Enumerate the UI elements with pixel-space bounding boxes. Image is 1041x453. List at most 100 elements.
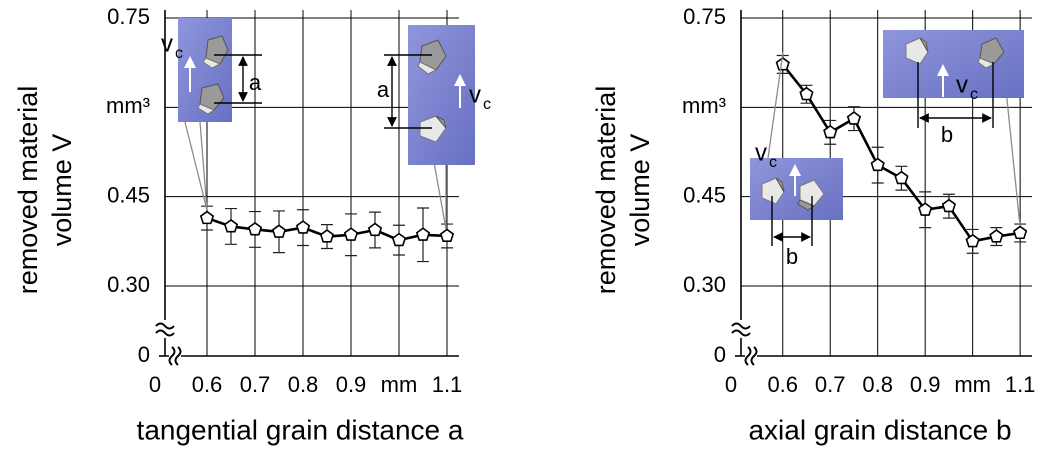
velocity-arrow [454, 74, 466, 108]
data-marker [823, 124, 838, 139]
leader-line [767, 51, 784, 159]
y-tick-label: 0.30 [683, 272, 726, 297]
inset-box [883, 30, 1024, 98]
grain [761, 177, 785, 205]
x-tick-label: 0.7 [815, 372, 846, 397]
y-tick-label: 0 [714, 342, 726, 367]
y-tick-label: mm³ [106, 93, 150, 118]
grain [799, 179, 825, 207]
leader-line [1004, 79, 1021, 227]
inset: v c a [161, 18, 262, 211]
grain [905, 37, 929, 65]
leader-line [184, 121, 208, 211]
y-axis-title: removed material [591, 86, 621, 295]
velocity-arrow [184, 56, 196, 92]
data-marker [271, 224, 287, 238]
velocity-arrow [789, 164, 801, 196]
x-tick-label: 1.1 [1005, 372, 1036, 397]
velocity-label: v [469, 81, 481, 108]
grain [205, 35, 229, 65]
data-marker [846, 111, 862, 125]
grain [435, 115, 447, 129]
velocity-label: v [755, 139, 767, 166]
distance-label: b [786, 244, 798, 269]
x-tick-label: 0.6 [767, 372, 798, 397]
velocity-subscript: c [175, 45, 183, 62]
data-marker [775, 56, 790, 71]
x-tick-label: 0.9 [910, 372, 941, 397]
left-plot: 0 0.6 0.7 0.8 0.9 mm 1.1 0 0.30 0.45 mm³ 0.75 remove… [13, 4, 464, 446]
y-axis-break [155, 322, 175, 337]
inset: v c b [750, 51, 843, 269]
y-tick-label: 0 [138, 342, 150, 367]
velocity-subscript: c [769, 154, 777, 171]
y-axis-title: removed material [13, 86, 43, 295]
inset: v c b [883, 30, 1024, 227]
y-tick-label: 0.45 [683, 182, 726, 207]
data-marker [894, 170, 909, 185]
x-tick-label: 1.1 [432, 372, 463, 397]
distance-label: a [249, 70, 262, 95]
x-tick-label: 0.8 [288, 372, 319, 397]
dimension-line [214, 54, 262, 104]
x-axis-break [744, 346, 758, 366]
y-tick-label: 0.30 [107, 272, 150, 297]
velocity-arrow [937, 64, 949, 97]
x-tick-label: mm [954, 372, 991, 397]
grain [197, 103, 216, 115]
x-tick-label: mm [381, 372, 418, 397]
inset: v c a [377, 25, 491, 230]
data-marker [295, 220, 311, 234]
data-marker [799, 86, 814, 101]
grain [775, 177, 785, 193]
grain [419, 115, 447, 143]
data-marker [989, 229, 1004, 243]
data-marker [319, 229, 335, 243]
distance-label: a [377, 77, 390, 102]
data-marker [247, 221, 263, 236]
data-marker [199, 210, 215, 225]
y-tick-label: mm³ [682, 93, 726, 118]
grain [977, 57, 996, 69]
data-marker [391, 232, 407, 247]
data-marker [941, 198, 957, 213]
data-marker [415, 227, 431, 241]
x-tick-label: 0.8 [862, 372, 893, 397]
x-tick-label: 0.6 [192, 372, 223, 397]
y-axis-title: volume V [47, 134, 77, 247]
dimension-line [384, 54, 432, 129]
y-tick-label: 0.45 [107, 182, 150, 207]
y-axis-break [731, 322, 751, 337]
data-marker [965, 233, 980, 248]
grain [417, 61, 438, 75]
velocity-subscript: c [970, 86, 978, 103]
data-marker [870, 157, 885, 172]
y-axis-title: volume V [625, 134, 655, 247]
x-tick-label: 0 [725, 372, 737, 397]
x-tick-label: 0 [149, 372, 161, 397]
velocity-label: v [956, 71, 968, 98]
right-plot: 0 0.6 0.7 0.8 0.9 mm 1.1 0 0.30 0.45 mm³ 0.75 remove… [591, 4, 1035, 446]
grain [419, 39, 447, 71]
y-tick-label: 0.75 [107, 4, 150, 29]
x-axis-title: tangential grain distance a [137, 414, 464, 445]
y-tick-label: 0.75 [683, 4, 726, 29]
data-marker [367, 222, 383, 237]
data-marker [439, 228, 455, 243]
data-marker [223, 218, 239, 233]
velocity-label: v [161, 30, 173, 57]
distance-label: b [941, 122, 953, 147]
data-marker [918, 202, 933, 216]
grain [979, 37, 1005, 65]
grain [797, 199, 816, 211]
data-marker [1013, 225, 1028, 240]
grain [919, 37, 929, 53]
velocity-subscript: c [483, 96, 491, 113]
data-marker [343, 227, 359, 241]
grain [202, 57, 222, 69]
dimension-line [917, 62, 994, 128]
x-axis-break [168, 346, 182, 366]
x-axis-title: axial grain distance b [748, 414, 1011, 445]
